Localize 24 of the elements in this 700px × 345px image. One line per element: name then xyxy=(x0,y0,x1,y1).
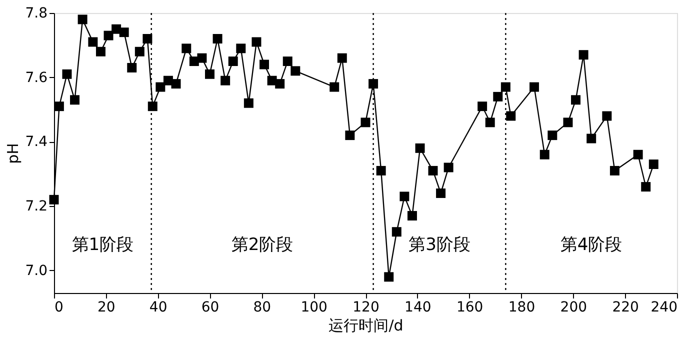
y-tick-label: 7.6 xyxy=(25,70,48,86)
annotation: 第3阶段 xyxy=(408,235,470,255)
x-tick-label: 160 xyxy=(456,300,484,316)
y-tick-label: 7.2 xyxy=(25,198,48,215)
x-axis-title: 运行时间/d xyxy=(328,316,404,334)
x-tick-label: 40 xyxy=(149,300,168,316)
x-tick-label: 120 xyxy=(352,300,380,316)
y-tick-label: 7.0 xyxy=(25,262,48,279)
x-tick-label: 20 xyxy=(98,300,116,316)
y-tick-label: 7.4 xyxy=(25,134,48,150)
annotation: 第2阶段 xyxy=(231,235,294,255)
x-tick-label: 80 xyxy=(253,300,272,316)
x-tick-label: 60 xyxy=(201,300,220,316)
x-tick-label: 220 xyxy=(612,300,639,316)
x-tick-label: 140 xyxy=(404,300,432,316)
x-tick-label: 100 xyxy=(300,300,328,316)
annotation: 第4阶段 xyxy=(560,235,622,255)
x-tick-label: 0 xyxy=(54,300,64,316)
y-axis-title: pH xyxy=(4,143,22,164)
y-tick-label: 7.8 xyxy=(25,6,48,22)
annotation: 第1阶段 xyxy=(72,235,134,255)
x-tick-label: 240 xyxy=(650,300,678,316)
x-tick-label: 180 xyxy=(508,300,536,316)
x-tick-label: 200 xyxy=(560,300,588,316)
